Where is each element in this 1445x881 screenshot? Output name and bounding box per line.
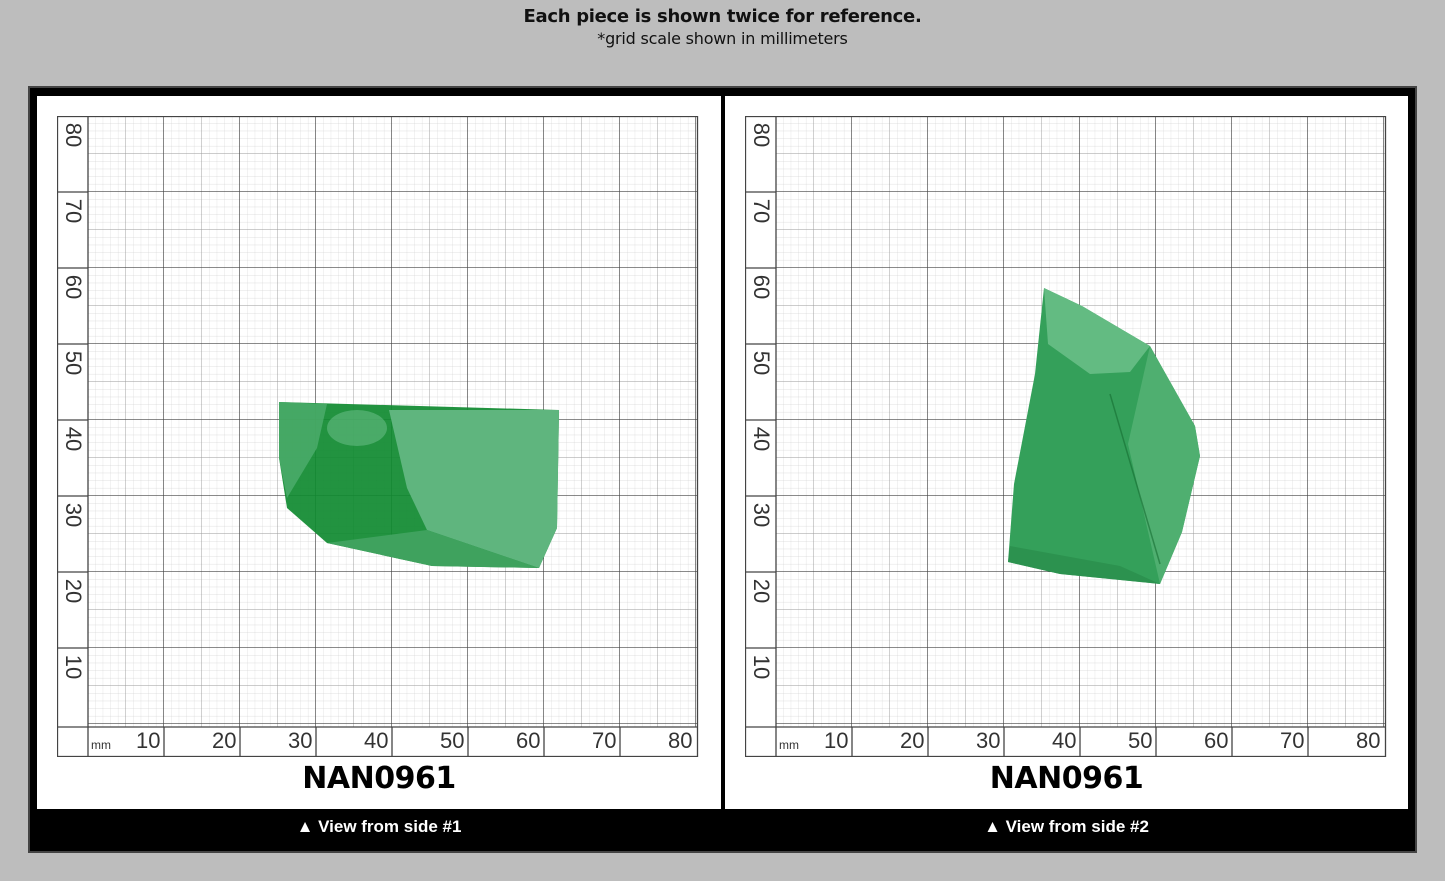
x-tick: 60: [516, 728, 541, 753]
x-tick: 20: [212, 728, 237, 753]
panel-side-1: mm 10 20 30 40 50 60 70 80 80 70 60 50 4…: [37, 96, 721, 809]
y-tick: 60: [61, 274, 87, 300]
y-tick: 30: [749, 502, 775, 528]
y-tick: 30: [61, 502, 87, 528]
gemstone-image: [1008, 288, 1200, 584]
panel-side-2: mm 10 20 30 40 50 60 70 80 80 70 60 50 4…: [725, 96, 1408, 809]
x-tick: 30: [288, 728, 313, 753]
grid-lines: [57, 116, 699, 757]
x-tick: 10: [136, 728, 161, 753]
x-tick: 70: [1280, 728, 1305, 753]
y-tick: 60: [749, 274, 775, 300]
header-title: Each piece is shown twice for reference.: [523, 6, 922, 27]
gemstone-image: [279, 402, 559, 568]
y-tick: 10: [61, 654, 87, 680]
piece-code: NAN0961: [302, 761, 456, 796]
x-tick: 10: [824, 728, 849, 753]
y-tick: 50: [749, 350, 775, 376]
mm-grid: mm 10 20 30 40 50 60 70 80 80 70 60 50 4…: [745, 116, 1387, 757]
header: Each piece is shown twice for reference.…: [0, 5, 1445, 49]
x-tick: 30: [976, 728, 1001, 753]
x-tick: 50: [440, 728, 465, 753]
x-tick: 80: [668, 728, 693, 753]
y-tick: 80: [61, 122, 87, 148]
y-tick: 70: [749, 198, 775, 224]
x-tick: 80: [1356, 728, 1381, 753]
y-tick: 20: [61, 578, 87, 604]
y-tick: 40: [749, 426, 775, 452]
caption-side-1: ▲ View from side #1: [296, 817, 462, 836]
x-tick: 50: [1128, 728, 1153, 753]
y-tick: 80: [749, 122, 775, 148]
caption-side-2: ▲ View from side #2: [984, 817, 1149, 836]
y-tick: 50: [61, 350, 87, 376]
x-tick: 70: [592, 728, 617, 753]
x-tick: 20: [900, 728, 925, 753]
unit-label: mm: [91, 738, 111, 752]
unit-label: mm: [779, 738, 799, 752]
y-tick: 20: [749, 578, 775, 604]
y-tick: 40: [61, 426, 87, 452]
x-tick: 60: [1204, 728, 1229, 753]
y-tick: 10: [749, 654, 775, 680]
x-tick: 40: [1052, 728, 1077, 753]
piece-code: NAN0961: [989, 761, 1144, 796]
mm-grid: mm 10 20 30 40 50 60 70 80 80 70 60 50 4…: [57, 116, 699, 757]
header-subtitle: *grid scale shown in millimeters: [597, 29, 848, 48]
y-tick: 70: [61, 198, 87, 224]
x-tick: 40: [364, 728, 389, 753]
